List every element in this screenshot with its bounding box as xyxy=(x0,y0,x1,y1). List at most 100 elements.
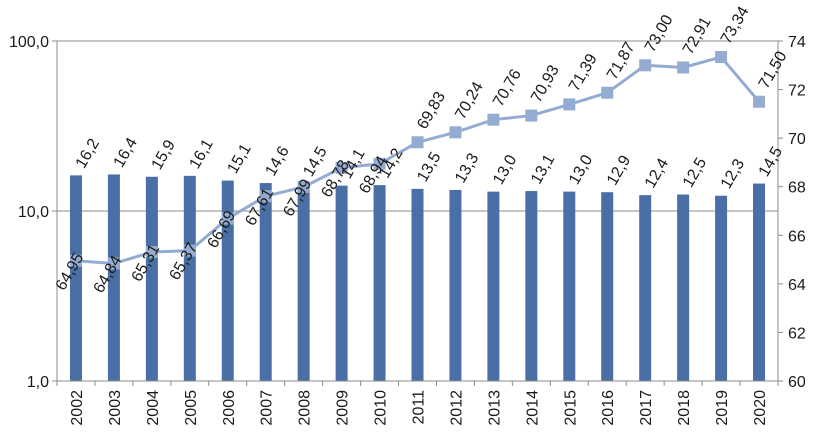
bar-2016 xyxy=(601,192,614,381)
line-value-label-2006: 66,69 xyxy=(204,208,239,251)
right-tick-label-2: 64 xyxy=(788,277,806,294)
bar-2020 xyxy=(753,183,766,381)
bar-value-label-2016: 12,9 xyxy=(604,153,634,189)
line-marker-2009 xyxy=(335,161,348,174)
bar-value-label-2014: 13,1 xyxy=(528,152,558,188)
bar-2011 xyxy=(411,188,424,381)
line-marker-2010 xyxy=(373,157,386,170)
line-value-label-2013: 70,76 xyxy=(490,66,525,109)
bar-value-label-2005: 16,1 xyxy=(187,136,217,172)
line-marker-2018 xyxy=(677,61,690,74)
bar-series xyxy=(69,174,766,381)
bar-value-label-2006: 15,1 xyxy=(225,141,255,177)
left-tick-label-2: 100,0 xyxy=(9,34,49,51)
line-marker-2006 xyxy=(221,212,234,225)
bar-2010 xyxy=(373,185,386,381)
bar-value-label-2020: 14,5 xyxy=(756,144,786,180)
line-value-label-2008: 67,99 xyxy=(280,176,315,219)
bar-2008 xyxy=(297,183,310,381)
line-value-label-2015: 71,39 xyxy=(566,51,601,94)
line-marker-2019 xyxy=(715,51,728,64)
line-marker-2008 xyxy=(297,180,310,193)
line-marker-2020 xyxy=(753,95,766,108)
x-tick-label-2007: 2007 xyxy=(259,390,276,426)
bar-2014 xyxy=(525,191,538,381)
line-marker-2003 xyxy=(107,257,120,270)
line-marker-2015 xyxy=(563,98,576,111)
bar-value-label-2015: 13,0 xyxy=(566,152,596,188)
bar-2012 xyxy=(449,189,462,381)
x-tick-label-2002: 2002 xyxy=(69,390,86,426)
line-value-label-2003: 64,84 xyxy=(91,253,126,296)
bar-2005 xyxy=(183,175,196,381)
bar-value-label-2004: 15,9 xyxy=(149,137,179,173)
x-tick-label-2011: 2011 xyxy=(411,390,428,425)
x-tick-label-2020: 2020 xyxy=(752,390,769,426)
line-marker-2007 xyxy=(259,190,272,203)
right-tick-label-3: 66 xyxy=(788,228,806,245)
line-value-label-2016: 71,87 xyxy=(604,39,639,82)
right-tick-label-7: 74 xyxy=(788,34,806,51)
bar-value-label-2019: 12,3 xyxy=(718,156,748,192)
bar-2006 xyxy=(221,180,234,381)
bar-2004 xyxy=(145,176,158,381)
x-tick-label-2005: 2005 xyxy=(183,390,200,426)
bar-2018 xyxy=(677,194,690,381)
line-marker-2005 xyxy=(183,244,196,257)
x-tick-label-2018: 2018 xyxy=(676,390,693,426)
line-value-label-2011: 69,83 xyxy=(414,89,449,132)
axes: 1,0 10,0 100,0 60 62 64 66 68 70 72 74 2002 2003 2004… xyxy=(9,34,806,426)
x-tick-label-2004: 2004 xyxy=(145,390,162,426)
x-tick-label-2014: 2014 xyxy=(524,390,541,426)
line-value-label-2002: 64,95 xyxy=(53,250,88,293)
line-marker-2002 xyxy=(69,254,82,267)
x-tick-label-2013: 2013 xyxy=(486,390,503,426)
bar-2002 xyxy=(69,175,82,381)
bar-2003 xyxy=(107,174,120,381)
bar-2017 xyxy=(639,195,652,381)
line-marker-2016 xyxy=(601,86,614,99)
right-tick-label-6: 72 xyxy=(788,83,806,100)
line-marker-2017 xyxy=(639,59,652,72)
bar-value-label-2013: 13,0 xyxy=(490,152,520,188)
bar-value-label-2003: 16,4 xyxy=(111,135,141,171)
line-marker-2014 xyxy=(525,109,538,122)
line-value-label-2020: 71,50 xyxy=(756,48,791,91)
bar-2009 xyxy=(335,185,348,381)
x-tick-label-2003: 2003 xyxy=(107,390,124,426)
x-tick-label-2019: 2019 xyxy=(714,390,731,426)
bar-value-label-2002: 16,2 xyxy=(73,136,103,172)
bar-2013 xyxy=(487,191,500,381)
line-value-label-2005: 65,37 xyxy=(167,240,202,283)
x-tick-label-2006: 2006 xyxy=(221,390,238,426)
x-tick-label-2012: 2012 xyxy=(448,390,465,426)
x-tick-label-2016: 2016 xyxy=(600,390,617,426)
x-tick-label-2010: 2010 xyxy=(373,390,390,426)
bar-2015 xyxy=(563,191,576,381)
bar-value-label-2017: 12,4 xyxy=(642,156,672,192)
bar-value-label-2012: 13,3 xyxy=(452,150,482,186)
line-marker-2012 xyxy=(449,126,462,139)
line-series xyxy=(69,51,766,270)
line-marker-2004 xyxy=(145,246,158,259)
right-tick-label-0: 60 xyxy=(788,374,806,391)
bar-2007 xyxy=(259,183,272,381)
line-value-label-2014: 70,93 xyxy=(528,62,563,105)
x-tick-label-2009: 2009 xyxy=(335,390,352,426)
line-value-label-2004: 65,31 xyxy=(129,241,164,284)
bar-value-label-2011: 13,5 xyxy=(414,149,444,185)
bar-value-label-2007: 14,6 xyxy=(262,144,292,180)
line-marker-2013 xyxy=(487,113,500,126)
right-tick-label-5: 70 xyxy=(788,131,806,148)
line-value-label-2012: 70,24 xyxy=(452,79,487,122)
x-tick-label-2015: 2015 xyxy=(562,390,579,426)
left-tick-label-0: 1,0 xyxy=(27,374,49,391)
bar-2019 xyxy=(715,195,728,381)
x-tick-label-2017: 2017 xyxy=(638,390,655,426)
x-tick-label-2008: 2008 xyxy=(297,390,314,426)
right-tick-label-1: 62 xyxy=(788,325,806,342)
line-value-label-2017: 73,00 xyxy=(642,12,677,55)
left-tick-label-1: 10,0 xyxy=(18,204,49,221)
right-tick-label-4: 68 xyxy=(788,180,806,197)
